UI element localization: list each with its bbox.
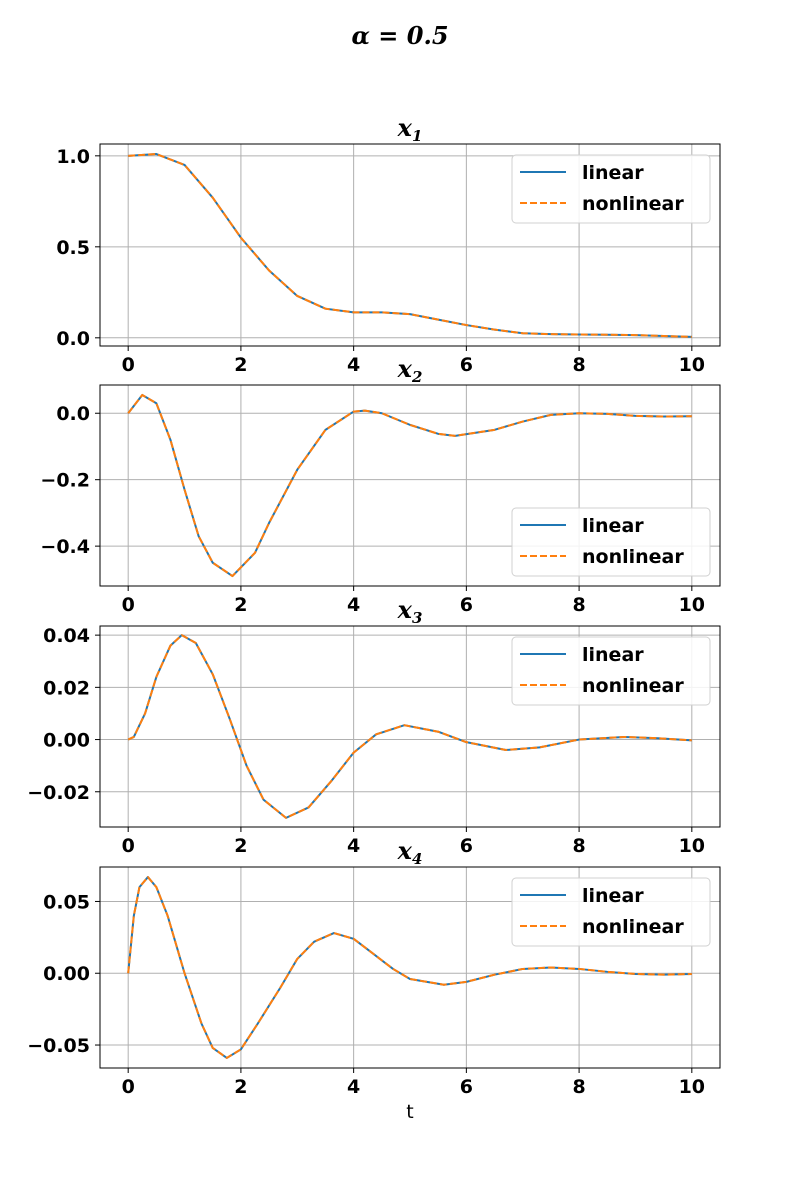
subplots: 0 2 4 6 8 10 0.0 0.5 1.0 x1 linear nonlinear 0 2 4 6 8 10…: [27, 113, 721, 1098]
x-tick-label: 6: [460, 354, 473, 376]
y-tick-label: 0.00: [43, 963, 90, 985]
subplot-2: 0 2 4 6 8 10 −0.4 −0.2 0.0 x2 linear nonlinear: [40, 354, 721, 616]
plot-frame: [99, 143, 721, 347]
legend-label-nonlinear: nonlinear: [582, 193, 684, 215]
x-tick-label: 4: [347, 835, 360, 857]
legend-label-nonlinear: nonlinear: [582, 916, 684, 938]
subplot-title: x1: [397, 113, 423, 145]
figure-suptitle: α = 0.5: [351, 21, 448, 50]
x-tick-label: 10: [679, 835, 705, 857]
y-tick-label: −0.2: [40, 470, 90, 492]
x-tick-label: 0: [122, 354, 135, 376]
y-tick-label: 0.0: [56, 403, 90, 425]
x-tick-label: 10: [679, 1076, 705, 1098]
series-line-nonlinear: [127, 393, 692, 578]
legend-label-linear: linear: [582, 644, 644, 666]
legend-label-nonlinear: nonlinear: [582, 675, 684, 697]
x-tick-label: 8: [572, 835, 585, 857]
plot-frame: [99, 625, 721, 828]
x-tick-label: 6: [460, 594, 473, 616]
x-tick-label: 6: [460, 835, 473, 857]
subplot-3: 0 2 4 6 8 10 −0.02 0.00 0.02 0.04 x3 linear nonlinea…: [27, 595, 721, 857]
series-line-nonlinear: [127, 634, 692, 819]
y-tick-label: 0.00: [43, 730, 90, 752]
x-axis-label: t: [406, 1101, 413, 1123]
y-tick-label: −0.05: [27, 1035, 90, 1057]
x-tick-label: 4: [347, 354, 360, 376]
x-tick-label: 10: [679, 354, 705, 376]
y-tick-label: 0.02: [43, 677, 90, 699]
subplot-title: x3: [397, 595, 423, 627]
x-tick-label: 0: [122, 835, 135, 857]
x-tick-label: 2: [234, 354, 247, 376]
x-tick-label: 4: [347, 594, 360, 616]
x-tick-label: 2: [234, 1076, 247, 1098]
legend: linear nonlinear: [511, 154, 711, 224]
x-tick-label: 10: [679, 594, 705, 616]
subplot-4: 0 2 4 6 8 10 −0.05 0.00 0.05 x4 linear nonlinear: [27, 836, 721, 1098]
y-tick-label: −0.02: [27, 782, 90, 804]
y-tick-label: 1.0: [56, 146, 90, 168]
y-tick-label: 0.04: [43, 625, 90, 647]
y-tick-label: 0.0: [56, 328, 90, 350]
y-tick-label: 0.05: [43, 891, 90, 913]
legend-label-linear: linear: [582, 162, 644, 184]
legend-label-linear: linear: [582, 885, 644, 907]
series-line-linear: [128, 153, 692, 338]
x-tick-label: 8: [572, 594, 585, 616]
x-tick-label: 2: [234, 594, 247, 616]
legend-label-nonlinear: nonlinear: [582, 546, 684, 568]
legend: linear nonlinear: [511, 507, 711, 577]
subplot-title: x4: [397, 836, 423, 868]
x-tick-label: 0: [122, 1076, 135, 1098]
subplot-1: 0 2 4 6 8 10 0.0 0.5 1.0 x1 linear nonlinear: [56, 113, 721, 376]
series-line-linear: [127, 876, 692, 1059]
plot-frame: [99, 866, 721, 1069]
legend: linear nonlinear: [511, 636, 711, 706]
x-tick-label: 6: [460, 1076, 473, 1098]
subplot-title: x2: [397, 354, 423, 386]
x-tick-label: 0: [122, 594, 135, 616]
legend: linear nonlinear: [511, 877, 711, 947]
y-tick-label: 0.5: [56, 237, 90, 259]
legend-label-linear: linear: [582, 515, 644, 537]
plot-frame: [99, 384, 721, 587]
x-tick-label: 2: [234, 835, 247, 857]
x-tick-label: 8: [572, 1076, 585, 1098]
x-tick-label: 8: [572, 354, 585, 376]
y-tick-label: −0.4: [40, 536, 90, 558]
x-tick-label: 4: [347, 1076, 360, 1098]
